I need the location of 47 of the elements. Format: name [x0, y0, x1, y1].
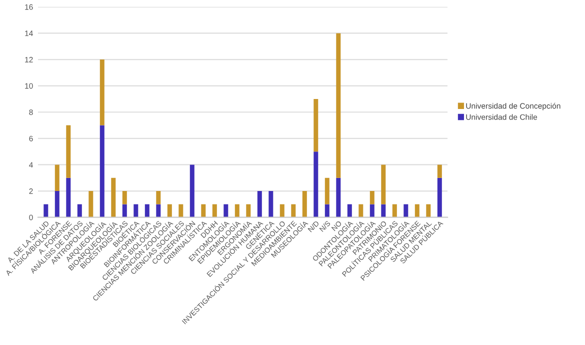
bar: [212, 204, 217, 218]
bar: [314, 98, 318, 152]
bar: [134, 204, 138, 218]
bar: [347, 204, 352, 218]
bar: [302, 191, 307, 218]
bar: [336, 33, 341, 178]
bar: [268, 191, 274, 218]
bar: [54, 191, 60, 218]
bar: [100, 60, 104, 126]
bar: [122, 191, 127, 204]
bar: [257, 191, 262, 218]
bar: [370, 204, 374, 218]
bar: [234, 204, 240, 218]
bar: [122, 204, 127, 218]
bar: [190, 164, 194, 218]
bar: [381, 164, 386, 204]
bar: [280, 204, 284, 218]
bar: [77, 204, 82, 218]
bar: [324, 204, 330, 218]
bar: [201, 204, 206, 218]
bar: [246, 204, 251, 218]
bar: [437, 178, 442, 218]
bar: [178, 204, 184, 218]
bar: [392, 204, 397, 218]
bar: [111, 178, 116, 218]
bar: [54, 164, 60, 192]
bar: [414, 204, 420, 218]
bar: [324, 178, 330, 204]
bar: [336, 178, 341, 218]
bar: [381, 204, 386, 218]
bar: [167, 204, 172, 218]
bar: [156, 191, 161, 204]
bar: [291, 204, 296, 218]
bar: [437, 164, 442, 178]
bar: [358, 204, 364, 218]
bar: [100, 125, 104, 218]
bar: [224, 204, 228, 218]
bar: [156, 204, 161, 218]
bar: [426, 204, 431, 218]
bar: [66, 125, 71, 178]
bar: [88, 191, 94, 218]
bar: [404, 204, 408, 218]
bar: [144, 204, 150, 218]
bar: [314, 152, 318, 218]
bar: [66, 178, 71, 218]
bar: [370, 191, 374, 204]
bar: [44, 204, 48, 218]
